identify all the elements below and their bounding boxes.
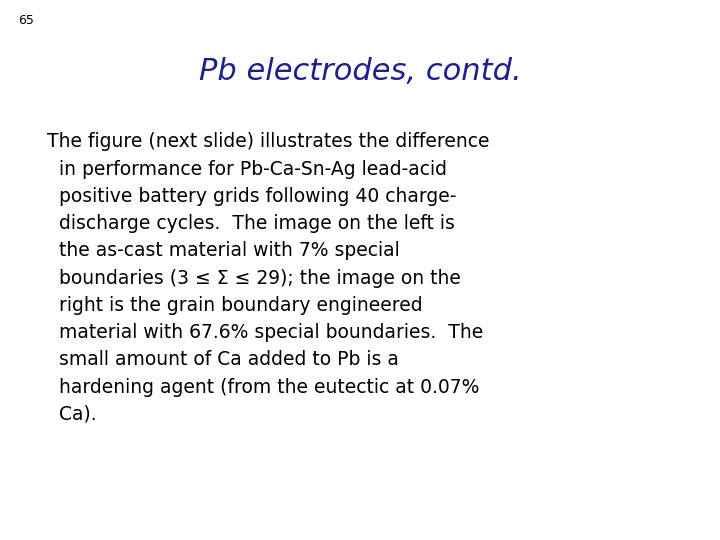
Text: 65: 65: [18, 14, 34, 26]
Text: The figure (next slide) illustrates the difference
  in performance for Pb-Ca-Sn: The figure (next slide) illustrates the …: [47, 132, 490, 424]
Text: Pb electrodes, contd.: Pb electrodes, contd.: [199, 57, 521, 86]
